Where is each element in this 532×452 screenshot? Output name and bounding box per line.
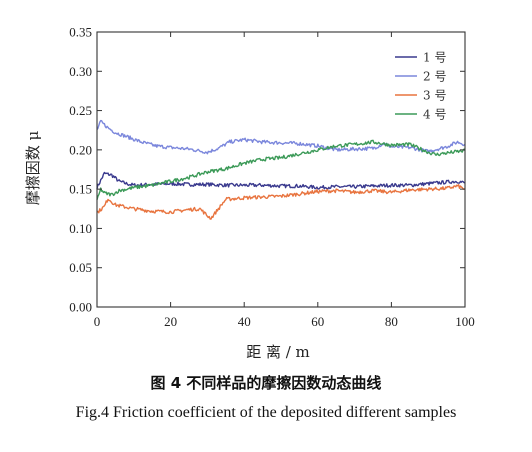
y-tick-label: 0.35: [69, 25, 92, 40]
x-tick-label: 20: [164, 314, 177, 329]
y-tick-label: 0.30: [69, 64, 92, 79]
axes-layer: [96, 31, 466, 308]
legend-label-4: 4 号: [423, 108, 446, 122]
legend: 1 号 2 号 3 号 4 号: [395, 51, 446, 122]
series-line-2: [96, 119, 466, 155]
y-tick-label: 0.00: [69, 300, 92, 315]
series-line-3: [96, 184, 466, 220]
y-tick-label: 0.05: [69, 260, 92, 275]
y-tick-label: 0.25: [69, 103, 92, 118]
x-tick-label: 60: [311, 314, 324, 329]
x-tick-label: 80: [385, 314, 398, 329]
y-axis-label: 摩擦因数 μ: [24, 130, 42, 205]
y-tick-label: 0.20: [69, 142, 92, 157]
figure-caption-chinese: 图 4 不同样品的摩擦因数动态曲线: [150, 374, 382, 392]
figure-caption-english: Fig.4 Friction coefficient of the deposi…: [75, 404, 457, 421]
x-axis-label: 距 离 / m: [246, 343, 310, 361]
y-tick-label: 0.10: [69, 221, 92, 236]
ticks-layer: 0 20 40 60 80 100 0.00 0.05 0.10 0.15 0.20 0.25 0.30…: [69, 25, 475, 330]
legend-label-3: 3 号: [423, 89, 446, 103]
legend-label-2: 2 号: [423, 70, 446, 84]
series-layer: [96, 119, 466, 220]
series-line-4: [96, 139, 466, 200]
plot-frame: [96, 31, 466, 308]
friction-chart: 0 20 40 60 80 100 0.00 0.05 0.10 0.15 0.20 0.25 0.30…: [24, 25, 475, 362]
y-tick-label: 0.15: [69, 182, 92, 197]
x-tick-label: 40: [238, 314, 251, 329]
legend-label-1: 1 号: [423, 51, 446, 65]
x-tick-label: 0: [94, 314, 101, 329]
series-line-1: [96, 171, 466, 190]
x-tick-label: 100: [455, 314, 475, 329]
